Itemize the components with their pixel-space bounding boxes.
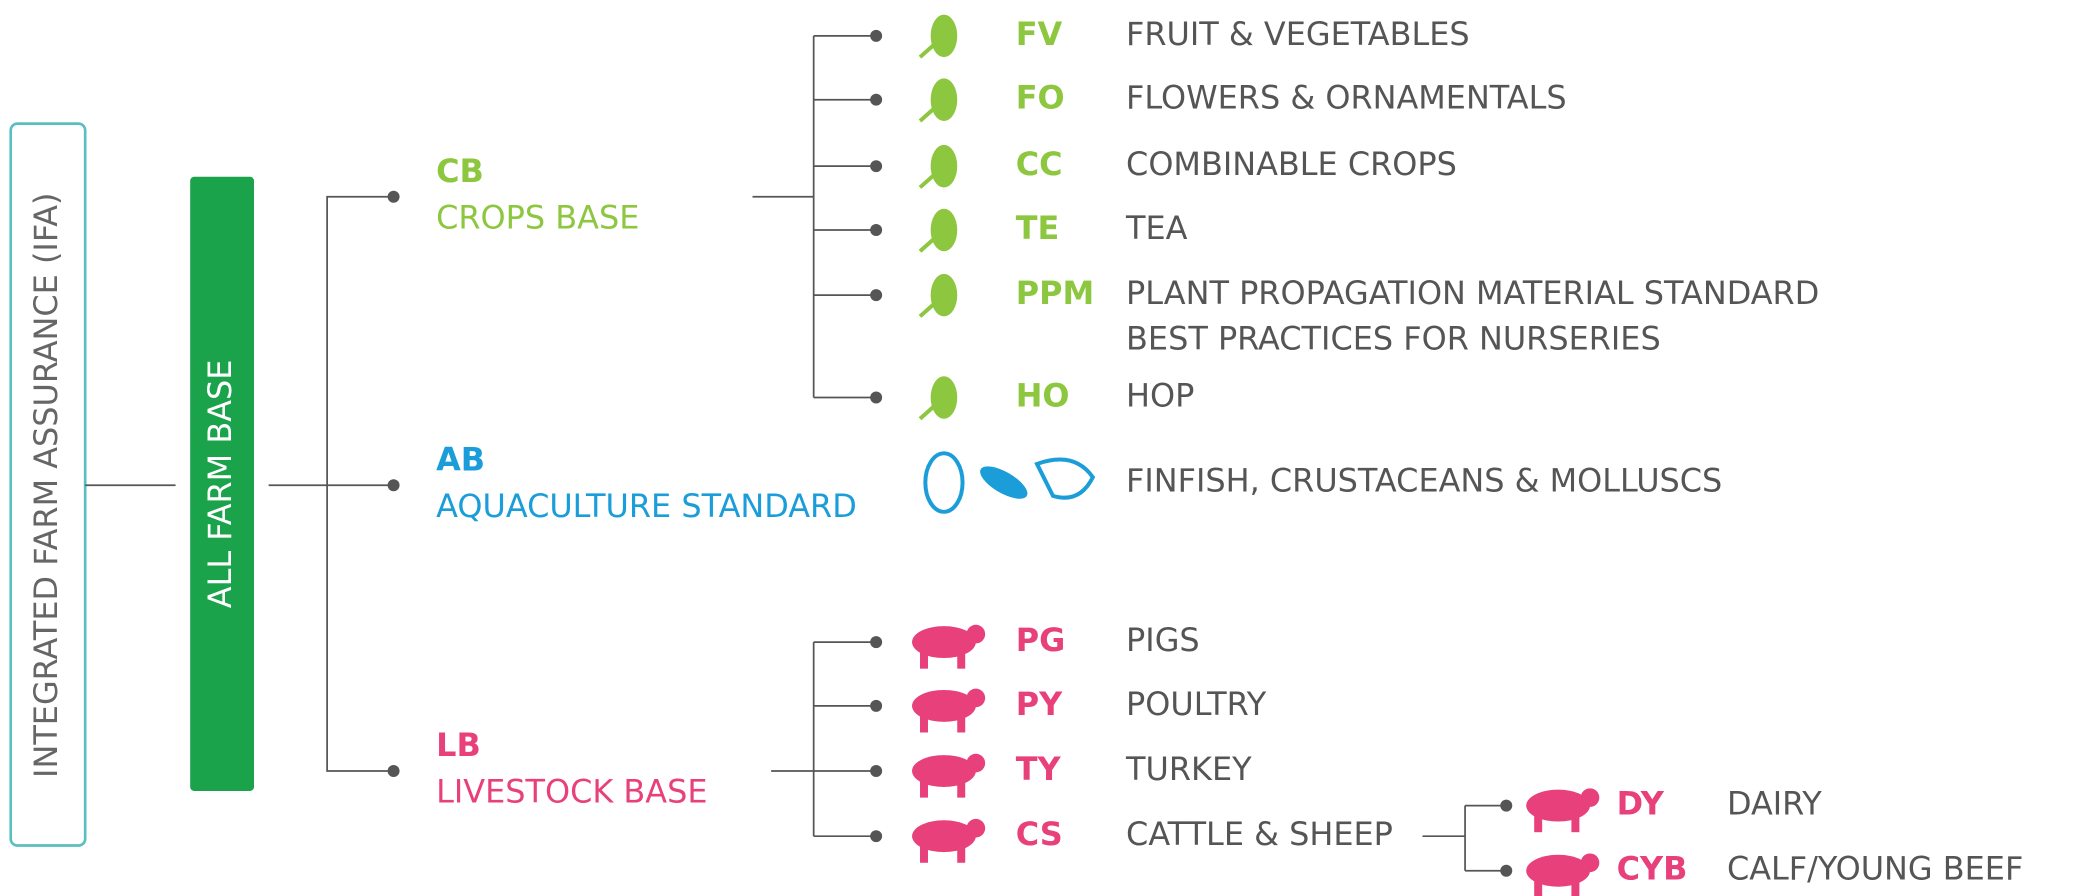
item-name: BEST PRACTICES FOR NURSERIES xyxy=(1126,319,1661,357)
branch-code: AB xyxy=(436,440,485,478)
item-code: CC xyxy=(1016,145,1063,183)
dot xyxy=(870,391,883,404)
item-name: HOP xyxy=(1126,376,1194,414)
base-bar xyxy=(190,176,254,791)
icon xyxy=(912,818,986,863)
branch-code: LB xyxy=(436,726,481,764)
icon xyxy=(918,208,958,253)
dot xyxy=(870,765,883,778)
icon xyxy=(923,451,1096,514)
item-code: CS xyxy=(1016,815,1063,853)
item-code: FO xyxy=(1016,79,1065,117)
dot xyxy=(870,160,883,173)
icon xyxy=(918,78,958,123)
dot xyxy=(870,29,883,42)
item-name: TURKEY xyxy=(1125,750,1252,788)
dot xyxy=(1500,864,1513,877)
item-name: CALF/YOUNG BEEF xyxy=(1727,850,2023,888)
dot xyxy=(870,830,883,843)
item-name: COMBINABLE CROPS xyxy=(1126,145,1457,183)
item-name: FLOWERS & ORNAMENTALS xyxy=(1126,79,1567,117)
dot xyxy=(870,289,883,302)
base-label: ALL FARM BASE xyxy=(201,360,239,609)
dot xyxy=(870,93,883,106)
item-code: PG xyxy=(1016,621,1066,659)
icon xyxy=(912,624,986,669)
dot xyxy=(870,224,883,236)
icon xyxy=(912,688,986,733)
item-name: FRUIT & VEGETABLES xyxy=(1126,15,1470,53)
branch-code: CB xyxy=(436,152,484,190)
item-name: PLANT PROPAGATION MATERIAL STANDARD xyxy=(1126,274,1819,312)
dot xyxy=(1500,799,1513,812)
item-name: PIGS xyxy=(1126,621,1200,659)
item-code: PPM xyxy=(1016,274,1094,312)
dot xyxy=(387,479,400,492)
dot xyxy=(387,765,400,778)
item-name: TEA xyxy=(1125,209,1188,247)
branch-name: CROPS BASE xyxy=(436,198,639,236)
icon xyxy=(918,273,958,318)
icon xyxy=(918,376,958,421)
icon xyxy=(1526,788,1600,833)
connector xyxy=(326,195,394,772)
dot xyxy=(870,636,883,649)
item-name: CATTLE & SHEEP xyxy=(1126,815,1393,853)
item-code: FV xyxy=(1016,15,1063,53)
dot xyxy=(387,190,400,203)
item-code: HO xyxy=(1016,376,1070,414)
item-code: TY xyxy=(1016,750,1062,788)
ifa-label: INTEGRATED FARM ASSURANCE (IFA) xyxy=(27,193,65,778)
branch-name: LIVESTOCK BASE xyxy=(436,773,707,811)
item-code: PY xyxy=(1016,685,1063,723)
item-code: CYB xyxy=(1617,850,1688,888)
item-code: TE xyxy=(1016,209,1060,247)
branch-name: AQUACULTURE STANDARD xyxy=(436,487,857,525)
dot xyxy=(870,699,883,712)
icon xyxy=(918,144,958,189)
icon xyxy=(1526,853,1600,896)
item-name: DAIRY xyxy=(1727,785,1822,823)
item-name: FINFISH, CRUSTACEANS & MOLLUSCS xyxy=(1126,462,1722,500)
item-code: DY xyxy=(1617,785,1665,823)
item-name: POULTRY xyxy=(1126,685,1267,723)
icon xyxy=(912,753,986,798)
icon xyxy=(918,14,958,59)
